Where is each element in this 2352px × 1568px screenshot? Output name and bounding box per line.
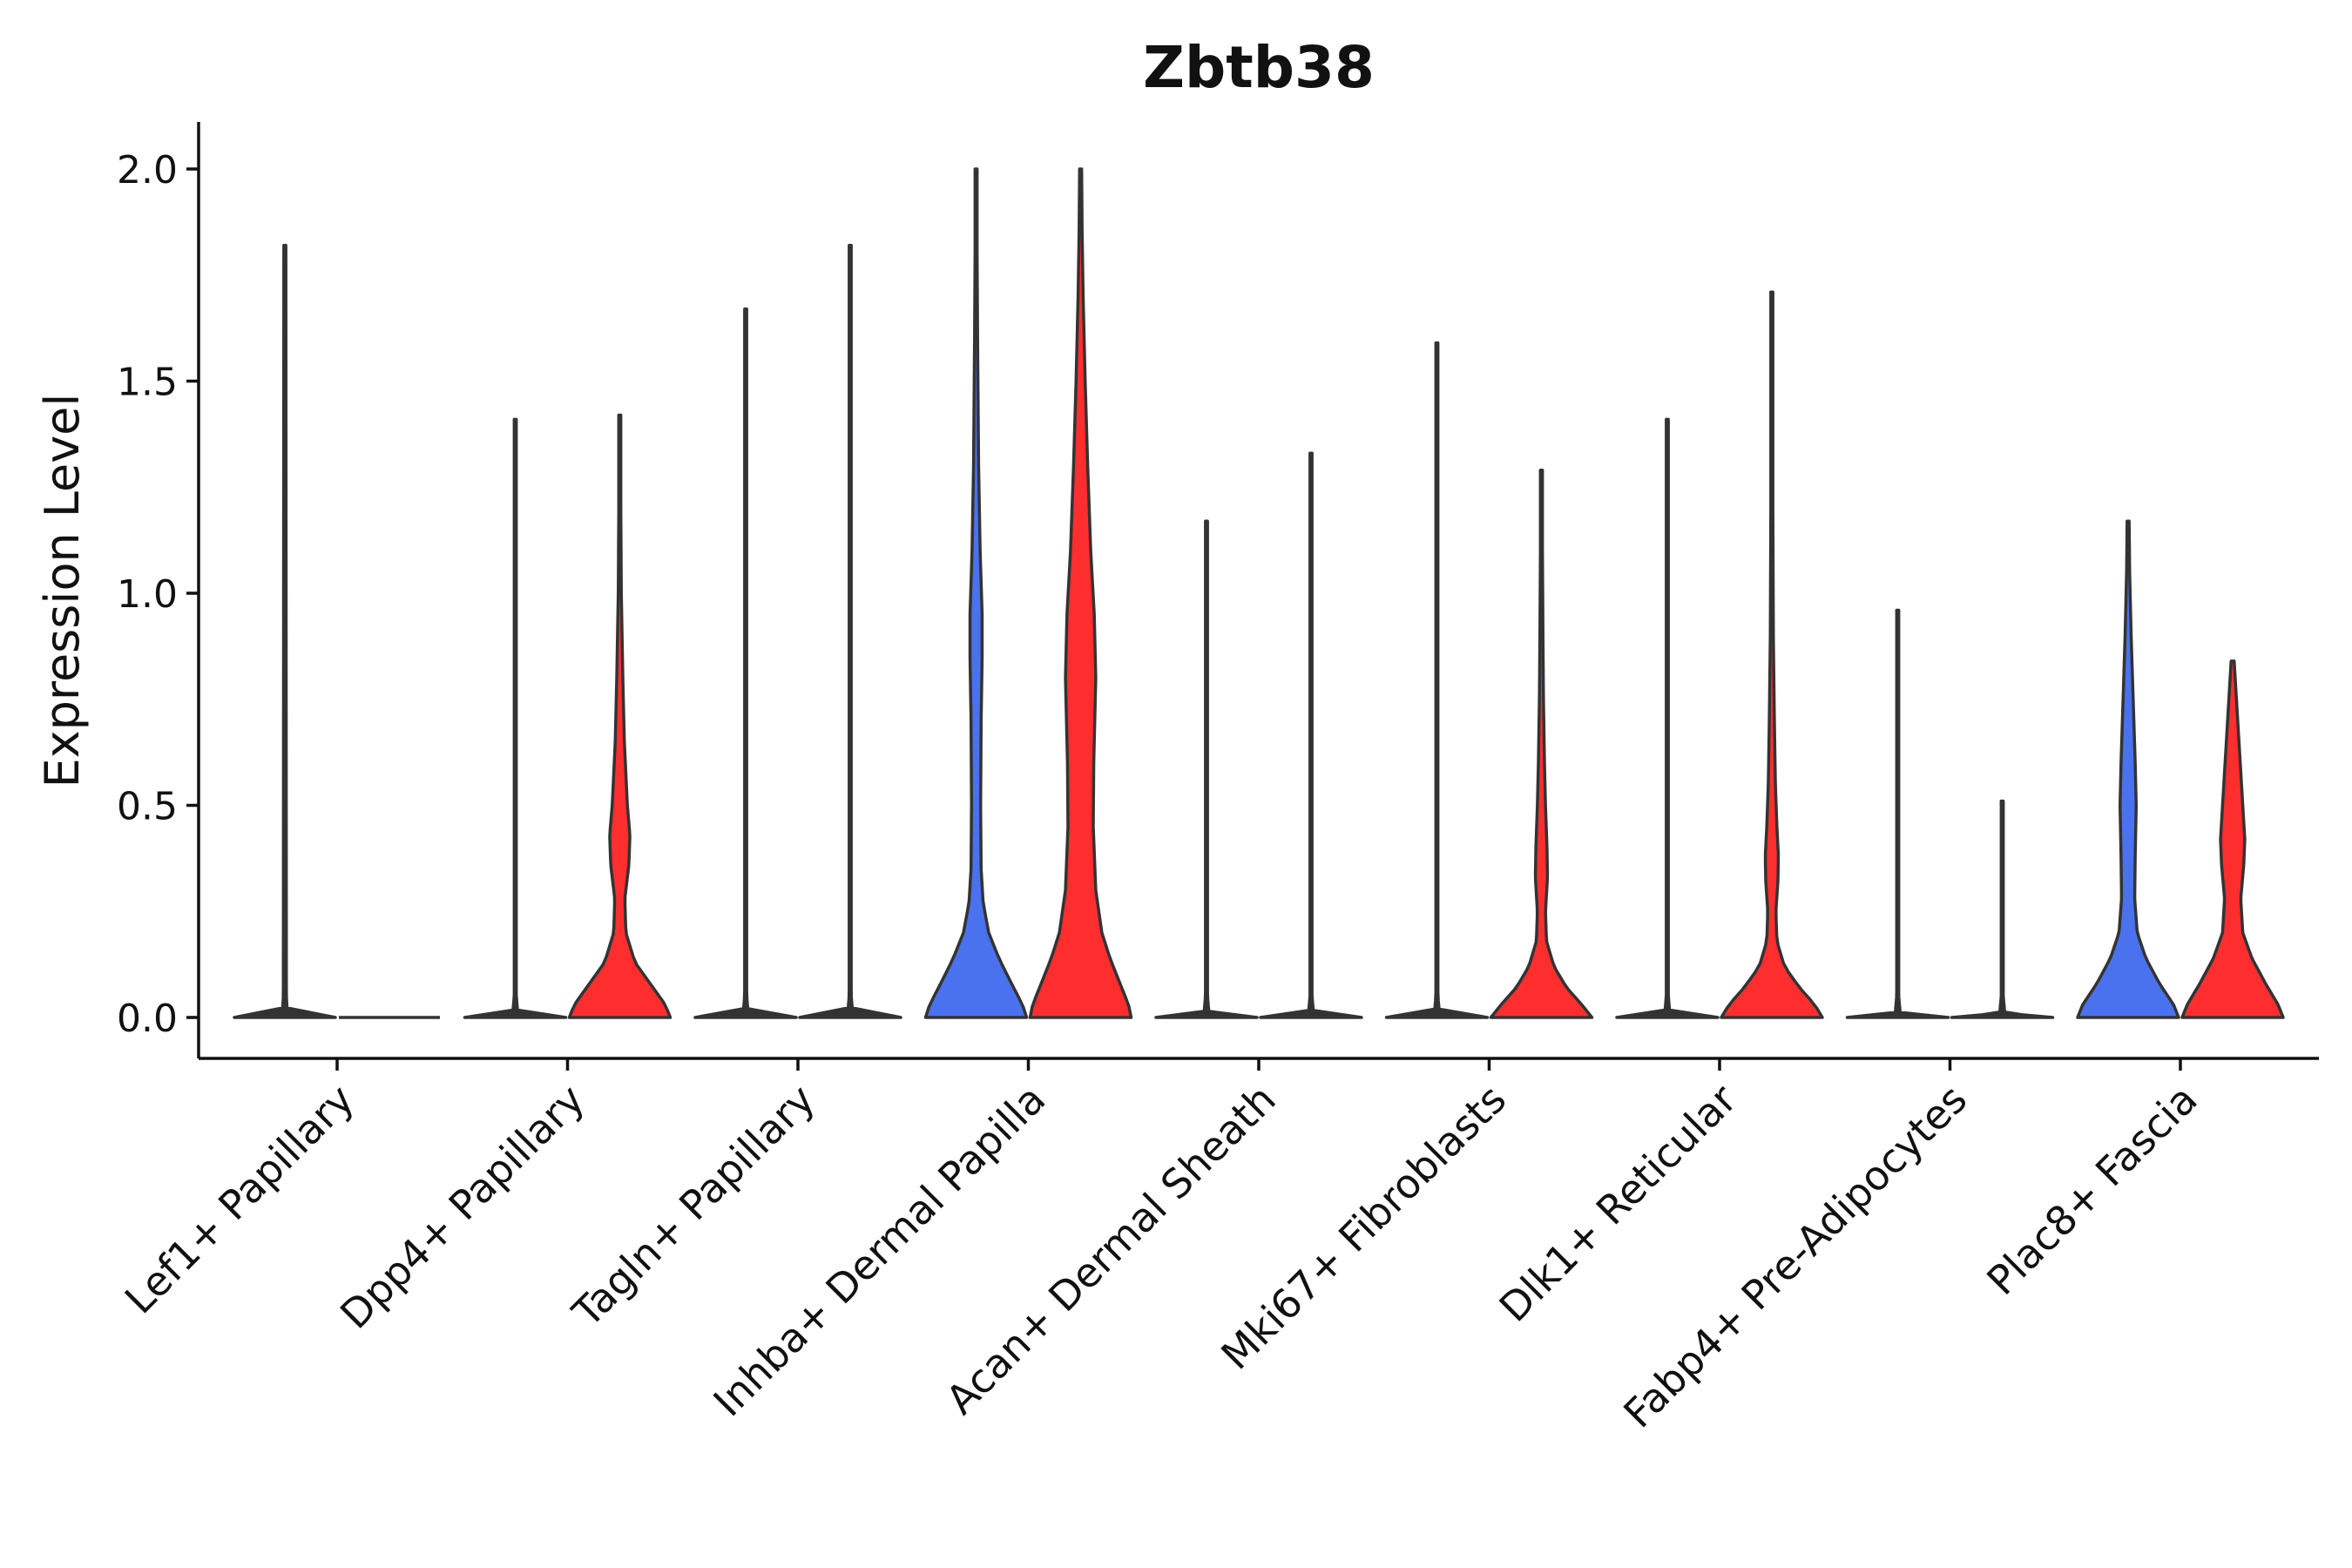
- violin-red-8: [1950, 799, 2055, 1019]
- violin-blue-2: [463, 417, 568, 1019]
- x-tick-label: Dpp4+ Papillary: [331, 1076, 593, 1338]
- violin-blue-3: [693, 307, 798, 1019]
- y-tick-label: 0.0: [117, 997, 178, 1041]
- x-tick-label: Lef1+ Papillary: [116, 1076, 363, 1323]
- violin-layer: [233, 167, 2285, 1019]
- violin-blue-9: [2076, 519, 2180, 1019]
- x-tick-label: Plac8+ Fascia: [1977, 1076, 2206, 1304]
- violin-red-7: [1720, 290, 1824, 1019]
- chart-title: Zbtb38: [1143, 34, 1375, 101]
- violin-blue-1: [233, 243, 337, 1019]
- y-tick-label: 1.5: [117, 361, 178, 405]
- y-tick-label: 2.0: [117, 148, 178, 193]
- violin-red-5: [1259, 451, 1363, 1019]
- violin-blue-4: [923, 167, 1029, 1019]
- y-tick-label: 0.5: [117, 785, 178, 829]
- violin-red-6: [1489, 469, 1594, 1019]
- violin-red-4: [1028, 167, 1133, 1019]
- violin-blue-8: [1845, 608, 1950, 1019]
- violin-red-2: [567, 413, 672, 1019]
- y-axis-label: Expression Level: [35, 394, 90, 788]
- violin-blue-7: [1615, 417, 1720, 1019]
- violin-blue-6: [1384, 341, 1490, 1019]
- x-tick-label: Dlk1+ Reticular: [1490, 1076, 1746, 1331]
- violin-red-3: [798, 243, 902, 1019]
- x-tick-label: Tagln+ Papillary: [563, 1076, 824, 1337]
- violin-red-9: [2180, 659, 2285, 1019]
- y-tick-label: 1.0: [117, 572, 178, 617]
- y-axis: 0.0 0.5 1.0 1.5 2.0: [117, 122, 200, 1058]
- violin-blue-5: [1154, 519, 1259, 1019]
